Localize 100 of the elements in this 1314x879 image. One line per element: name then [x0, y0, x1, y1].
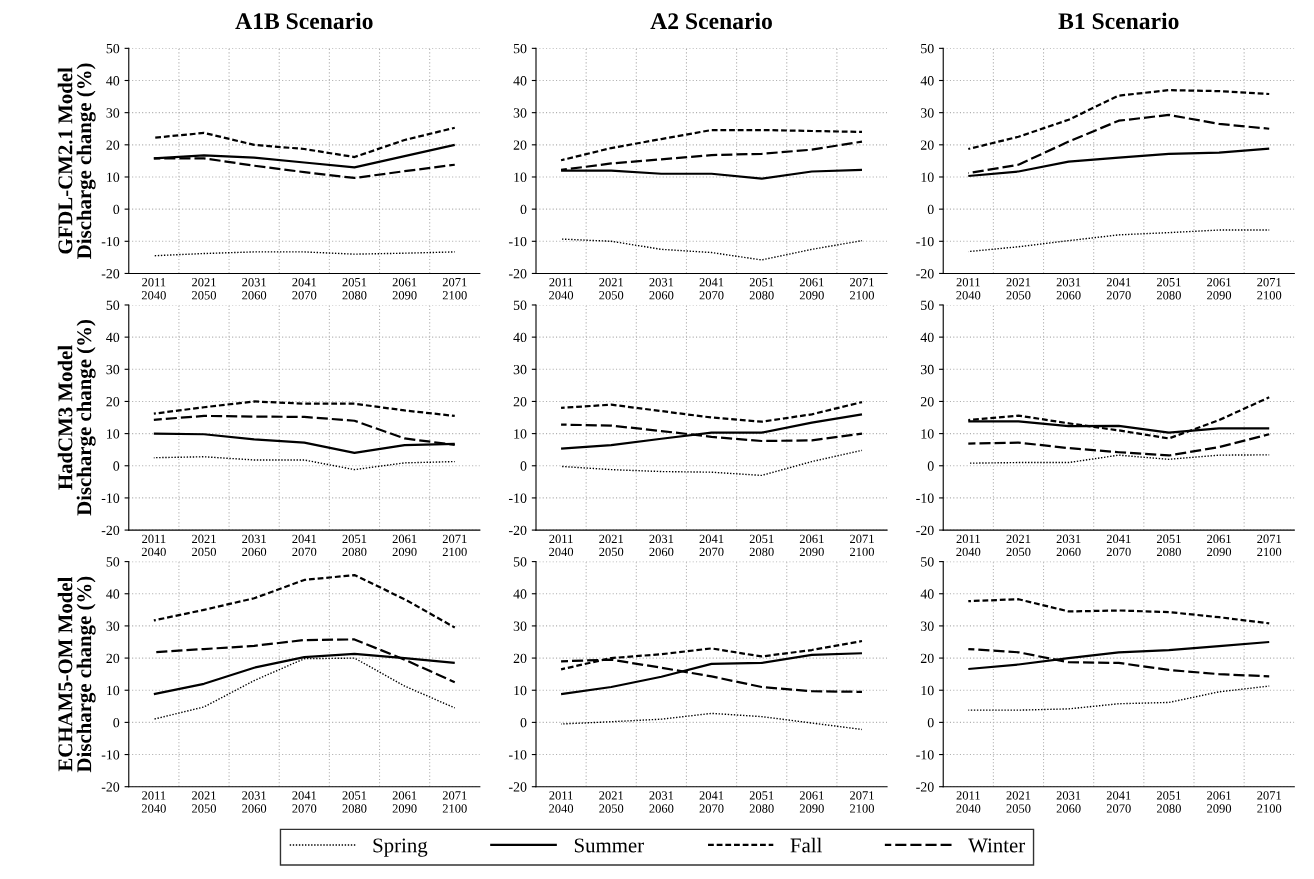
y-tick-label: 20	[513, 653, 527, 664]
y-tick-label: -20	[508, 269, 527, 279]
y-tick-label: 50	[106, 300, 120, 310]
x-tick-label: 2021 2050	[192, 791, 217, 813]
y-tick-label: 50	[921, 557, 934, 567]
y-tick-label: 10	[921, 172, 934, 182]
x-tick-label: 2041 2070	[1106, 277, 1131, 300]
x-tick-label: 2041 2070	[292, 277, 317, 300]
y-tick-label: -20	[101, 269, 120, 279]
line-series	[967, 685, 1270, 711]
x-tick-label: 2031 2060	[649, 791, 674, 813]
x-tick-label: 2051 2080	[749, 277, 774, 300]
x-tick-label: 2021 2050	[1006, 791, 1031, 813]
line-series	[560, 238, 863, 261]
line-series	[560, 712, 863, 731]
y-tick-label: 40	[920, 589, 934, 599]
y-tick-label: 10	[514, 172, 527, 182]
y-tick-label: 10	[921, 429, 934, 439]
y-tick-label: 0	[927, 204, 934, 215]
y-tick-label: -10	[101, 750, 120, 760]
y-tick-label: 10	[514, 685, 527, 696]
y-tick-label: 20	[513, 397, 527, 407]
y-tick-label: 0	[927, 461, 934, 471]
y-tick-label: 30	[513, 621, 527, 631]
y-tick-label: 40	[106, 76, 120, 86]
y-tick-label: 30	[920, 108, 934, 118]
x-tick-label: 2061 2090	[799, 534, 824, 557]
x-tick-label: 2061 2090	[1207, 277, 1232, 300]
x-tick-label: 2051 2080	[342, 277, 367, 300]
y-tick-label: -10	[916, 750, 934, 760]
line-series	[967, 229, 1270, 253]
x-tick-label: 2011 2040	[956, 791, 981, 813]
y-axis-title: GFDL-CM2.1 Model Discharge change (%)	[57, 63, 96, 259]
x-tick-label: 2051 2080	[1156, 791, 1181, 813]
y-tick-label: 0	[520, 717, 527, 728]
y-tick-label: 20	[513, 140, 527, 150]
y-tick-label: 50	[921, 300, 934, 310]
x-tick-label: 2051 2080	[1156, 277, 1181, 300]
x-tick-label: 2061 2090	[392, 534, 417, 557]
y-tick-label: -10	[101, 493, 120, 503]
y-tick-label: 30	[920, 364, 934, 375]
y-tick-label: -20	[101, 782, 120, 792]
y-tick-label: -20	[101, 525, 120, 536]
y-tick-label: -20	[916, 525, 934, 536]
y-tick-label: 20	[106, 397, 120, 407]
x-tick-label: 2071 2100	[442, 277, 467, 300]
x-tick-label: 2051 2080	[1156, 534, 1181, 557]
y-tick-label: 10	[107, 685, 120, 696]
x-tick-label: 2041 2070	[1106, 534, 1131, 557]
x-tick-label: 2061 2090	[392, 791, 417, 813]
x-tick-label: 2061 2090	[799, 277, 824, 300]
y-tick-label: 30	[106, 364, 120, 375]
x-tick-label: 2011 2040	[141, 277, 166, 300]
x-tick-label: 2031 2060	[242, 534, 267, 557]
y-tick-label: 40	[513, 76, 527, 86]
line-series	[967, 598, 1271, 625]
y-tick-label: 40	[106, 589, 120, 599]
line-series	[559, 400, 864, 423]
y-tick-label: 40	[513, 332, 527, 343]
line-series	[560, 449, 863, 477]
x-tick-label: 2031 2060	[1056, 277, 1081, 300]
y-tick-label: 10	[514, 429, 527, 439]
x-tick-label: 2021 2050	[1006, 277, 1031, 300]
y-tick-label: 30	[106, 621, 120, 631]
y-tick-label: 20	[920, 140, 934, 150]
y-tick-label: 50	[921, 43, 934, 54]
y-tick-label: 0	[520, 204, 527, 215]
y-tick-label: -10	[101, 236, 120, 247]
x-tick-label: 2011 2040	[141, 534, 166, 557]
x-tick-label: 2051 2080	[749, 791, 774, 813]
y-tick-label: -10	[508, 750, 527, 760]
x-tick-label: 2051 2080	[342, 534, 367, 557]
x-tick-label: 2041 2070	[699, 277, 724, 300]
x-tick-label: 2061 2090	[799, 791, 824, 813]
legend-label: Fall	[790, 837, 822, 853]
y-tick-label: 20	[920, 397, 934, 407]
x-tick-label: 2041 2070	[699, 791, 724, 813]
x-tick-label: 2041 2070	[699, 534, 724, 557]
y-tick-label: 10	[107, 429, 120, 439]
x-tick-label: 2011 2040	[956, 534, 981, 557]
x-tick-label: 2011 2040	[549, 791, 574, 813]
y-tick-label: 0	[927, 717, 934, 728]
y-tick-label: 50	[106, 557, 120, 567]
legend-label: Winter	[968, 838, 1026, 853]
y-axis-title: HadCM3 Model Discharge change (%)	[57, 320, 96, 516]
y-tick-label: 30	[513, 364, 527, 375]
x-tick-label: 2071 2100	[1257, 534, 1282, 557]
y-tick-label: -10	[508, 236, 527, 247]
y-tick-label: -10	[508, 493, 527, 503]
y-tick-label: 0	[520, 461, 527, 471]
x-tick-label: 2021 2050	[192, 534, 217, 557]
x-tick-label: 2011 2040	[549, 277, 574, 300]
line-series	[152, 573, 456, 629]
y-tick-label: 20	[106, 140, 120, 150]
x-tick-label: 2021 2050	[599, 791, 624, 813]
line-series	[153, 657, 456, 720]
y-tick-label: -20	[508, 525, 527, 536]
x-tick-label: 2011 2040	[141, 791, 166, 813]
x-tick-label: 2071 2100	[442, 534, 467, 557]
y-tick-label: 20	[920, 653, 934, 664]
